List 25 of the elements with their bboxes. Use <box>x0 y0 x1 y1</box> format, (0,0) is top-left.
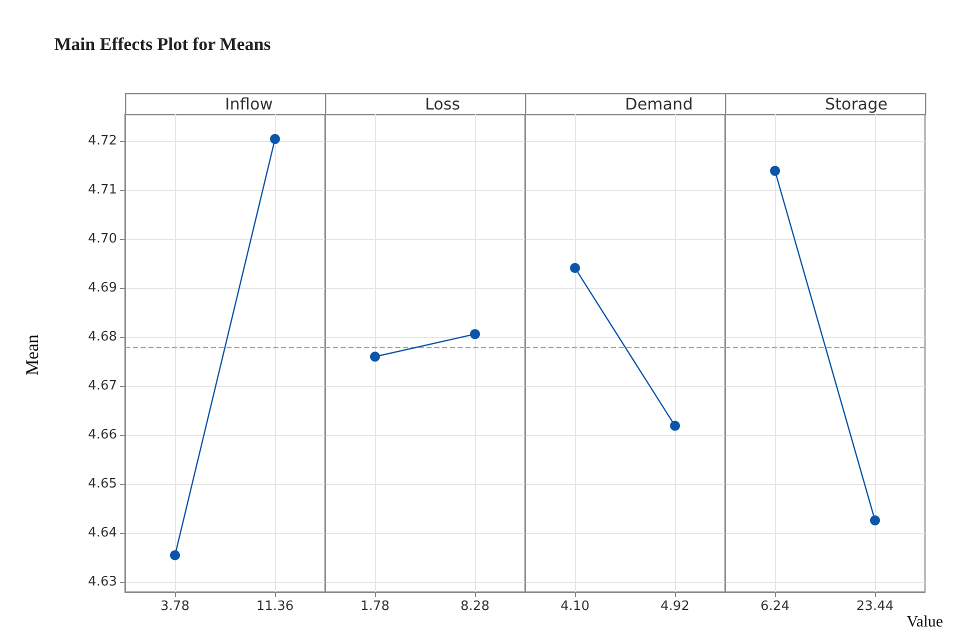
y-axis-title: Mean <box>22 334 42 376</box>
y-tick-label: 4.65 <box>88 476 117 492</box>
x-tick-label: 6.24 <box>760 599 790 614</box>
y-tick-label: 4.63 <box>88 574 117 590</box>
x-tick-label: 4.92 <box>660 599 690 614</box>
x-tick-label: 3.78 <box>160 599 190 614</box>
x-axis-title: Value <box>906 614 944 630</box>
y-tick-label: 4.69 <box>88 280 117 296</box>
text: Demand <box>624 94 693 114</box>
x-tick-label: 4.10 <box>560 599 590 614</box>
y-tick-label: 4.71 <box>88 182 117 198</box>
x-tick-label: 23.44 <box>856 599 894 614</box>
series-label: Inflow <box>225 94 273 114</box>
text: Loss <box>425 94 460 114</box>
x-tick-label: 8.28 <box>460 599 490 614</box>
y-tick-label: 4.67 <box>88 378 117 394</box>
y-tick-label: 4.66 <box>88 428 117 443</box>
y-tick-label: 4.70 <box>88 232 117 247</box>
y-tick-label: 4.68 <box>88 330 117 345</box>
x-tick-label: 1.78 <box>360 599 390 614</box>
y-tick-label: 4.64 <box>88 526 117 541</box>
y-tick-label: 4.72 <box>88 133 117 148</box>
chart-title: Main Effects Plot for Means <box>54 34 271 54</box>
text: Storage <box>824 94 888 114</box>
x-tick-label: 11.36 <box>256 599 294 614</box>
